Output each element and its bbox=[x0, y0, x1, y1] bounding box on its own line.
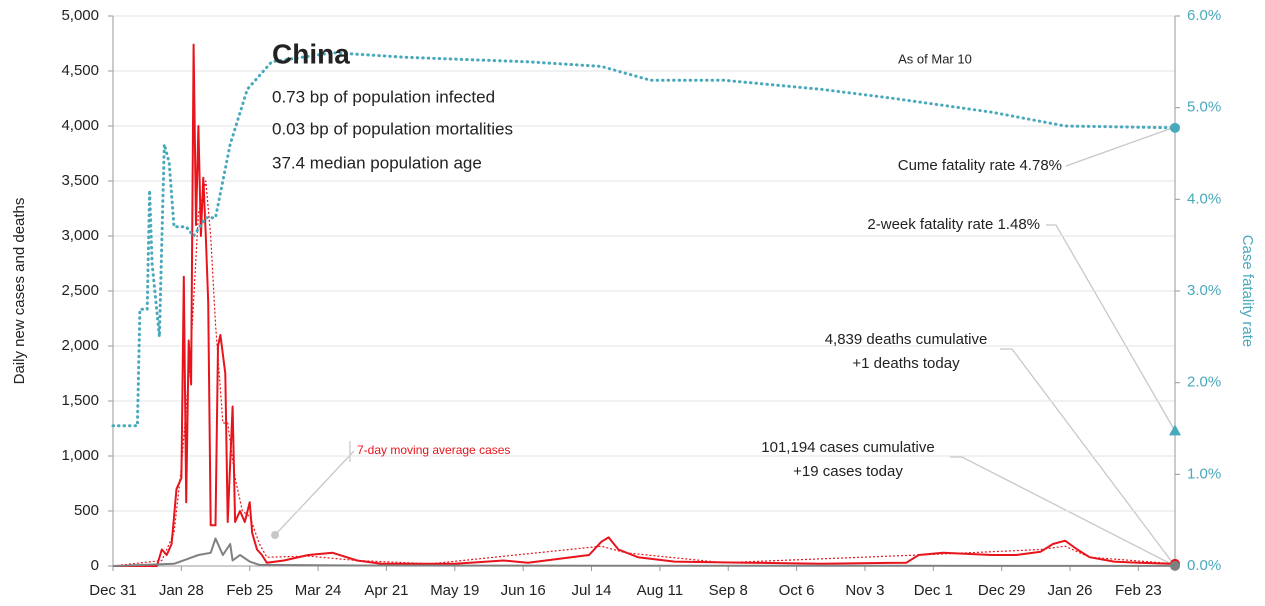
leader-line bbox=[274, 450, 355, 536]
end-dot bbox=[1170, 560, 1180, 571]
y-tick-label: 3,000 bbox=[61, 227, 99, 244]
y2-tick-label: 3.0% bbox=[1187, 282, 1221, 299]
x-tick-label: Sep 8 bbox=[709, 582, 748, 599]
leader-line bbox=[1065, 126, 1176, 167]
leader-line bbox=[1046, 224, 1176, 432]
y-tick-label: 1,500 bbox=[61, 392, 99, 409]
y-tick-label: 0 bbox=[91, 557, 99, 574]
y2-tick-label: 2.0% bbox=[1187, 374, 1221, 391]
y-tick-label: 1,000 bbox=[61, 447, 99, 464]
annotation: 0.73 bp of population infected bbox=[272, 87, 495, 106]
annotation: Cume fatality rate 4.78% bbox=[898, 157, 1062, 174]
x-tick-label: Apr 21 bbox=[364, 582, 408, 599]
x-tick-label: Feb 23 bbox=[1115, 582, 1162, 599]
leader-dot bbox=[271, 531, 279, 539]
series-line bbox=[112, 537, 1176, 567]
y2-tick-label: 6.0% bbox=[1187, 7, 1221, 24]
y-tick-label: 5,000 bbox=[61, 7, 99, 24]
leader-line bbox=[1000, 348, 1176, 567]
annotation: +19 cases today bbox=[793, 463, 903, 480]
marker-triangle bbox=[1169, 424, 1181, 436]
x-tick-label: Dec 1 bbox=[914, 582, 953, 599]
y2-axis-label: Case fatality rate bbox=[1239, 235, 1256, 348]
x-tick-label: Dec 31 bbox=[89, 582, 137, 599]
series-line bbox=[112, 180, 1176, 567]
y-tick-label: 2,000 bbox=[61, 337, 99, 354]
annotation: 7-day moving average cases bbox=[357, 443, 510, 457]
x-tick-label: Jul 14 bbox=[571, 582, 611, 599]
y-tick-label: 2,500 bbox=[61, 282, 99, 299]
y2-tick-label: 1.0% bbox=[1187, 465, 1221, 482]
series-line bbox=[113, 43, 1176, 567]
y2-tick-label: 5.0% bbox=[1187, 99, 1221, 116]
annotation: 4,839 deaths cumulative bbox=[825, 331, 988, 348]
x-tick-label: Jan 28 bbox=[159, 582, 204, 599]
y-tick-label: 500 bbox=[74, 502, 99, 519]
annotation: 37.4 median population age bbox=[272, 153, 482, 172]
end-dot bbox=[1170, 122, 1180, 133]
annotation: 2-week fatality rate 1.48% bbox=[867, 216, 1040, 233]
x-tick-label: Aug 11 bbox=[637, 582, 683, 599]
x-tick-label: Oct 6 bbox=[779, 582, 815, 599]
annotation: 0.03 bp of population mortalities bbox=[272, 119, 513, 138]
y-tick-label: 3,500 bbox=[61, 172, 99, 189]
y-axis-label: Daily new cases and deaths bbox=[11, 198, 28, 385]
x-tick-label: Jun 16 bbox=[501, 582, 546, 599]
leader-line bbox=[950, 456, 1176, 567]
annotation: 101,194 cases cumulative bbox=[761, 439, 934, 456]
annotation: China bbox=[272, 38, 350, 69]
y-tick-label: 4,500 bbox=[61, 62, 99, 79]
x-tick-label: Mar 24 bbox=[295, 582, 342, 599]
y2-tick-label: 4.0% bbox=[1187, 190, 1221, 207]
y-tick-label: 4,000 bbox=[61, 117, 99, 134]
x-tick-label: Nov 3 bbox=[845, 582, 884, 599]
x-tick-label: Feb 25 bbox=[226, 582, 273, 599]
y2-tick-label: 0.0% bbox=[1187, 557, 1221, 574]
x-tick-label: May 19 bbox=[430, 582, 479, 599]
annotation: As of Mar 10 bbox=[898, 51, 972, 66]
x-tick-label: Dec 29 bbox=[978, 582, 1026, 599]
series-line bbox=[111, 51, 1177, 428]
annotation: +1 deaths today bbox=[852, 355, 960, 372]
x-tick-label: Jan 26 bbox=[1047, 582, 1092, 599]
